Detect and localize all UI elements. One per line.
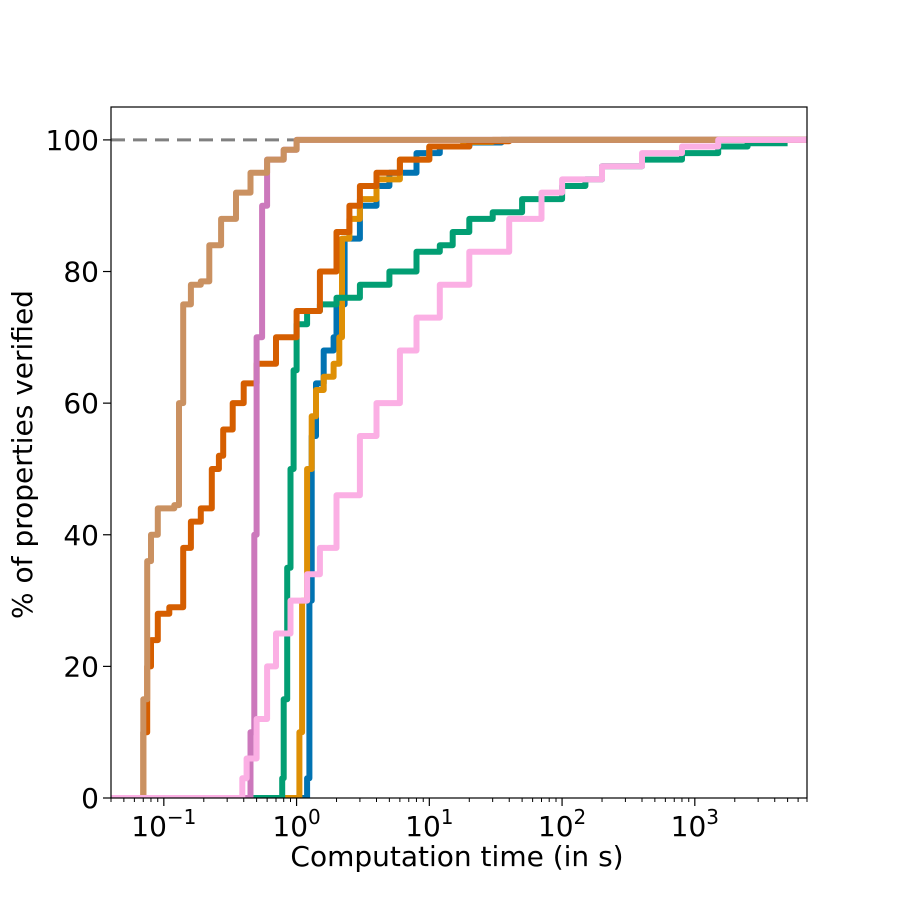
- series-line-6: [111, 136, 807, 798]
- plot-frame: [110, 106, 808, 799]
- series-line-7: [111, 136, 807, 798]
- y-tick-label: 100: [46, 124, 99, 157]
- x-tick-label: 102: [538, 805, 586, 843]
- y-tick-label: 60: [63, 387, 99, 420]
- x-tick-label: 101: [405, 805, 453, 843]
- y-tick-label: 20: [63, 650, 99, 683]
- x-tick-label: 100: [272, 805, 320, 843]
- x-tick-label: 103: [671, 805, 719, 843]
- y-tick-label: 0: [81, 782, 99, 815]
- y-tick-label: 40: [63, 519, 99, 552]
- y-axis-label: % of properties verified: [6, 290, 39, 619]
- x-tick-label: 10−1: [131, 805, 196, 843]
- series-layer: [111, 136, 807, 798]
- plot-area: [110, 106, 808, 799]
- y-axis-ticks: 0 20 40 60 80 100: [46, 124, 111, 815]
- y-tick-label: 80: [63, 256, 99, 289]
- x-axis-label: Computation time (in s): [290, 840, 623, 873]
- series-line-4: [111, 136, 807, 798]
- x-axis-ticks: 10−1 100 101 102 103: [110, 798, 808, 843]
